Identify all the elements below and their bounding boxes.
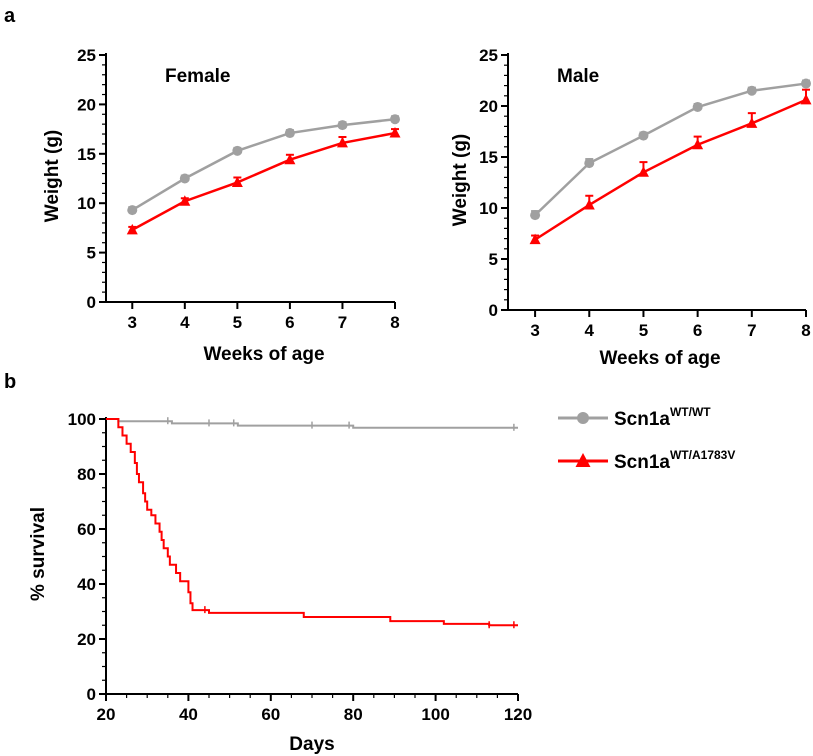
legend-label-mut-sup: WT/A1783V (670, 448, 735, 462)
panel-letter-b: b (4, 371, 16, 393)
x-tick-label-male: 3 (530, 321, 539, 340)
series-line-wt (534, 82, 807, 217)
data-point-mut (389, 127, 401, 138)
legend: Scn1aWT/WT Scn1aWT/A1783V (558, 405, 735, 473)
data-point-wt (638, 130, 649, 141)
y-tick-label-male: 15 (479, 148, 498, 167)
series-line-wt (131, 117, 396, 212)
chart-title-female: Female (165, 66, 230, 87)
y-tick-label-male: 10 (479, 199, 498, 218)
y-tick-label-survival: 80 (77, 465, 96, 484)
x-tick-label-female: 5 (233, 313, 242, 332)
series-line-mut (131, 131, 396, 231)
data-point-wt (179, 173, 190, 184)
x-axis-title-survival: Days (289, 734, 334, 755)
y-tick-label-survival: 20 (77, 630, 96, 649)
y-axis-title-survival: % survival (28, 507, 49, 601)
data-point-mut (637, 166, 649, 177)
x-tick-label-survival: 120 (504, 705, 532, 724)
legend-label-mut: Scn1aWT/A1783V (614, 448, 735, 473)
x-axis-title-female: Weeks of age (203, 344, 324, 365)
legend-label-wt-base: Scn1a (614, 409, 670, 430)
legend-item-mut: Scn1aWT/A1783V (558, 448, 735, 473)
x-tick-label-male: 8 (801, 321, 810, 340)
data-point-wt (232, 145, 243, 156)
legend-marker-mut (575, 453, 591, 467)
x-tick-label-survival: 60 (261, 705, 280, 724)
legend-item-wt: Scn1aWT/WT (558, 405, 711, 430)
data-point-mut (336, 136, 348, 148)
data-point-wt (692, 102, 703, 113)
series-line-mut (534, 98, 807, 241)
female-weight-chart: Female Weeks of age Weight (g) 0 5 10 15 20 2… (42, 46, 401, 365)
y-tick-label-male: 5 (489, 250, 498, 269)
y-tick-label-male: 25 (479, 46, 498, 65)
male-weight-chart: Male Weeks of age Weight (g) 0 5 10 15 20 25 3… (450, 46, 812, 369)
x-tick-label-male: 6 (693, 321, 702, 340)
legend-label-wt-sup: WT/WT (670, 405, 711, 419)
data-point-wt (337, 120, 348, 131)
y-tick-label-female: 25 (77, 46, 96, 65)
data-point-mut (692, 138, 704, 150)
data-point-mut (800, 93, 812, 105)
x-tick-label-female: 3 (128, 313, 137, 332)
y-axis-title-male: Weight (g) (450, 134, 471, 227)
data-point-wt (801, 78, 811, 89)
y-tick-label-female: 20 (77, 95, 96, 114)
legend-marker-wt (577, 412, 589, 424)
legend-label-mut-base: Scn1a (614, 452, 670, 473)
x-tick-label-survival: 80 (344, 705, 363, 724)
y-tick-label-female: 10 (77, 194, 96, 213)
data-point-mut (284, 153, 296, 165)
data-point-mut (179, 195, 191, 206)
x-tick-label-survival: 20 (97, 705, 116, 724)
data-point-mut (529, 233, 541, 245)
legend-label-wt: Scn1aWT/WT (614, 405, 711, 430)
data-point-wt (127, 205, 138, 216)
data-point-mut (231, 176, 243, 187)
y-tick-label-female: 5 (87, 244, 96, 263)
x-tick-label-survival: 40 (179, 705, 198, 724)
x-tick-label-male: 5 (639, 321, 648, 340)
panel-letter-a: a (4, 5, 16, 27)
x-axis-title-male: Weeks of age (599, 348, 720, 369)
y-tick-label-female: 15 (77, 145, 96, 164)
data-point-mut (583, 198, 595, 210)
x-tick-label-female: 7 (338, 313, 347, 332)
data-point-wt (284, 128, 295, 139)
y-tick-label-survival: 60 (77, 520, 96, 539)
survival-curve-mut (106, 418, 518, 627)
x-tick-label-female: 4 (180, 313, 190, 332)
y-tick-label-survival: 0 (87, 685, 96, 704)
y-axis-title-female: Weight (g) (42, 130, 63, 223)
y-tick-label-male: 0 (489, 301, 498, 320)
chart-title-male: Male (557, 66, 599, 87)
x-tick-label-female: 8 (390, 313, 399, 332)
y-tick-label-male: 20 (479, 97, 498, 116)
y-tick-label-survival: 40 (77, 575, 96, 594)
x-tick-label-male: 4 (585, 321, 595, 340)
data-point-wt (746, 85, 757, 96)
x-tick-label-survival: 100 (421, 705, 449, 724)
data-point-wt (530, 210, 541, 221)
y-tick-label-female: 0 (87, 293, 96, 312)
x-tick-label-female: 6 (285, 313, 294, 332)
data-point-wt (390, 114, 400, 125)
y-tick-label-survival: 100 (68, 410, 96, 429)
data-point-mut (126, 223, 138, 235)
data-point-mut (746, 117, 758, 128)
x-tick-label-male: 7 (747, 321, 756, 340)
data-point-wt (584, 158, 595, 169)
